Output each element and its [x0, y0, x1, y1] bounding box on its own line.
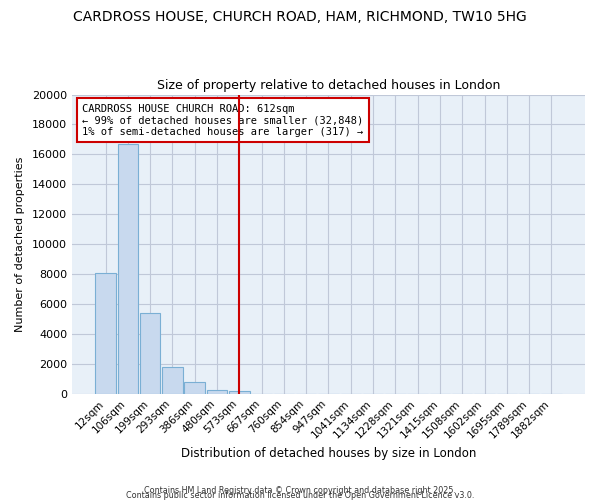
Text: Contains public sector information licensed under the Open Government Licence v3: Contains public sector information licen… [126, 491, 474, 500]
X-axis label: Distribution of detached houses by size in London: Distribution of detached houses by size … [181, 447, 476, 460]
Bar [118, 144, 138, 394]
Y-axis label: Number of detached properties: Number of detached properties [15, 156, 25, 332]
Title: Size of property relative to detached houses in London: Size of property relative to detached ho… [157, 79, 500, 92]
Bar [95, 272, 116, 394]
Text: Contains HM Land Registry data © Crown copyright and database right 2025.: Contains HM Land Registry data © Crown c… [144, 486, 456, 495]
Bar [162, 366, 182, 394]
Text: CARDROSS HOUSE CHURCH ROAD: 612sqm
← 99% of detached houses are smaller (32,848): CARDROSS HOUSE CHURCH ROAD: 612sqm ← 99%… [82, 104, 364, 136]
Bar [207, 390, 227, 394]
Bar [140, 313, 160, 394]
Bar [184, 382, 205, 394]
Text: CARDROSS HOUSE, CHURCH ROAD, HAM, RICHMOND, TW10 5HG: CARDROSS HOUSE, CHURCH ROAD, HAM, RICHMO… [73, 10, 527, 24]
Bar [229, 390, 250, 394]
